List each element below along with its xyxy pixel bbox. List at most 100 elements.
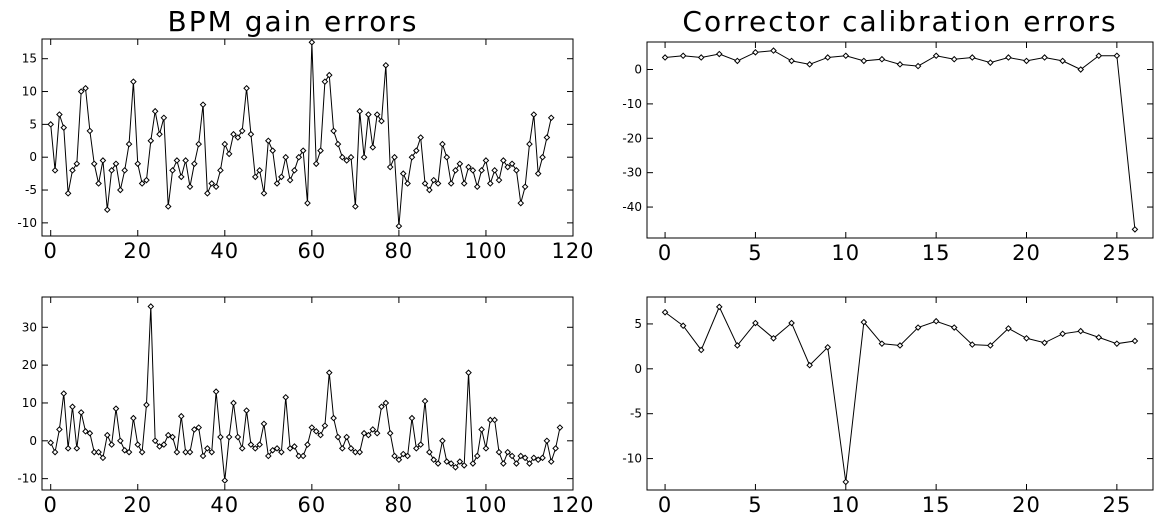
data-point (186, 183, 194, 191)
data-point (430, 456, 438, 464)
data-point (365, 111, 372, 118)
data-point (452, 463, 459, 471)
x-tick-label: 10 (831, 493, 860, 516)
data-point (770, 334, 777, 342)
data-point (95, 448, 102, 456)
data-point (212, 183, 220, 191)
data-point (69, 167, 76, 174)
x-tick-label: 25 (1102, 493, 1131, 516)
data-point (356, 107, 364, 115)
data-point (679, 322, 687, 330)
plot-frame (646, 296, 1154, 491)
y-tick-label: 0 (634, 362, 642, 376)
data-point (382, 399, 390, 407)
bpm-gain-errors-title: BPM gain errors (168, 5, 419, 38)
data-point (221, 477, 229, 484)
y-tick-label: -10 (17, 216, 37, 230)
data-point (312, 160, 320, 168)
data-point (356, 448, 364, 456)
data-point (482, 445, 490, 452)
data-point (217, 167, 224, 174)
data-point (347, 153, 355, 161)
data-point (806, 361, 813, 369)
data-point (173, 157, 181, 164)
data-point (534, 170, 542, 177)
data-point (134, 160, 142, 168)
data-point (404, 180, 411, 187)
data-point (286, 176, 294, 184)
data-point (251, 173, 259, 181)
data-point (204, 445, 211, 452)
data-point (117, 437, 124, 445)
data-point (291, 167, 298, 174)
data-point (199, 101, 207, 108)
data-point (824, 54, 832, 61)
data-point (788, 57, 795, 65)
data-point (103, 431, 111, 439)
data-point (217, 433, 224, 441)
data-point (191, 426, 198, 433)
data-point (334, 433, 342, 441)
data-point (547, 458, 555, 465)
data-point (404, 452, 411, 460)
x-tick-label: 0 (658, 493, 672, 516)
data-point (517, 199, 525, 207)
data-point (147, 303, 155, 310)
data-point (417, 441, 424, 448)
data-point (169, 433, 176, 441)
data-point (386, 429, 394, 437)
data-point (661, 54, 669, 61)
data-point (950, 324, 958, 331)
data-point (447, 460, 455, 467)
data-point (108, 441, 115, 448)
data-point (177, 173, 185, 181)
data-point (143, 176, 150, 184)
data-point (508, 160, 516, 168)
data-point (408, 414, 416, 422)
data-point (413, 147, 420, 154)
y-tick-label: 0 (29, 434, 37, 448)
data-point (679, 52, 687, 60)
data-point (325, 369, 333, 376)
data-point (103, 206, 111, 214)
data-point (1041, 54, 1048, 61)
data-point (373, 429, 381, 437)
data-point (151, 107, 159, 115)
y-tick-label: 5 (634, 317, 642, 331)
data-point (439, 140, 446, 148)
data-point (369, 426, 377, 433)
data-point (530, 111, 538, 118)
series-line (665, 50, 1136, 230)
y-tick-label: -10 (622, 97, 642, 111)
data-point (715, 50, 723, 58)
data-point (434, 180, 442, 187)
y-tick-label: 0 (634, 63, 642, 77)
series-line (50, 42, 552, 227)
data-point (426, 186, 433, 194)
data-point (282, 393, 290, 401)
data-point (73, 160, 81, 168)
x-tick-label: 100 (464, 239, 507, 263)
y-tick-label: -10 (17, 472, 37, 486)
data-point (788, 319, 795, 327)
data-point (860, 318, 868, 326)
data-point (339, 445, 346, 452)
data-point (164, 203, 172, 210)
data-point (347, 445, 355, 452)
data-point (278, 448, 285, 456)
data-point (504, 448, 512, 456)
data-point (914, 324, 922, 331)
data-point (860, 57, 868, 65)
data-point (382, 61, 390, 69)
data-point (842, 478, 850, 486)
data-point (204, 190, 211, 197)
data-point (486, 416, 494, 424)
data-point (308, 38, 316, 46)
data-point (51, 167, 59, 174)
data-point (256, 441, 263, 448)
data-point (491, 416, 498, 424)
data-point (77, 409, 85, 416)
data-point (526, 460, 533, 467)
data-point (495, 448, 503, 456)
x-tick-label: 120 (551, 493, 594, 516)
